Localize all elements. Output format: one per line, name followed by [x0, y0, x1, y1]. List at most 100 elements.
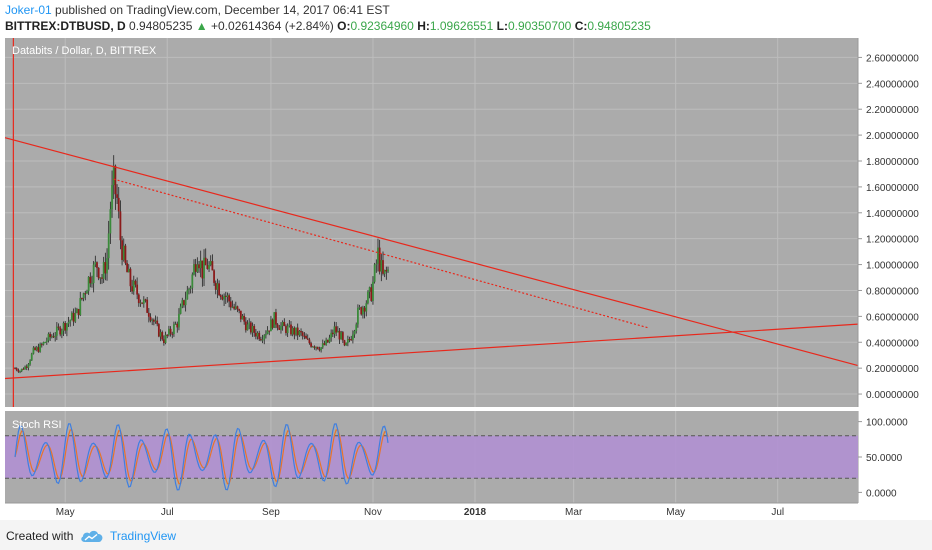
candle-body — [249, 322, 252, 333]
price-change: +0.02614364 (+2.84%) — [211, 19, 334, 33]
candle-body — [229, 301, 232, 308]
price-tick-label: 2.00000000 — [866, 131, 919, 142]
candle-body — [263, 335, 266, 340]
candle-body — [365, 303, 368, 312]
candle-body — [330, 332, 333, 338]
price-tick-label: 0.40000000 — [866, 338, 919, 349]
candle-body — [107, 233, 110, 259]
candle-body — [32, 347, 35, 354]
candle-body — [228, 295, 231, 302]
price-tick-label: 0.80000000 — [866, 286, 919, 297]
candle-body — [370, 287, 373, 301]
candle-body — [55, 326, 58, 336]
candle-body — [25, 366, 28, 368]
candle-body — [193, 264, 195, 275]
candle-body — [139, 302, 142, 304]
candle-body — [362, 307, 364, 315]
candle-body — [335, 326, 338, 333]
candle-body — [214, 282, 217, 290]
candle-body — [166, 334, 169, 336]
candle-body — [325, 339, 328, 345]
candle-body — [117, 197, 120, 212]
candle-body — [310, 343, 312, 347]
stoch-axis-ticks: 0.0000 50.0000 100.0000 — [858, 418, 908, 499]
candle-body — [260, 339, 262, 341]
price-axis[interactable] — [858, 38, 932, 407]
candle-body — [24, 366, 26, 370]
candle-body — [333, 326, 336, 335]
price-tick-label: 2.20000000 — [866, 105, 919, 116]
candle-body — [141, 302, 144, 304]
candle-body — [251, 325, 254, 333]
time-axis[interactable] — [5, 503, 932, 520]
candle-body — [81, 298, 83, 300]
candle-body — [206, 265, 209, 270]
candle-body — [129, 268, 132, 287]
candle-body — [308, 339, 311, 344]
candle-body — [59, 327, 62, 335]
candle-body — [57, 326, 60, 328]
candle-body — [248, 322, 251, 325]
candle-body — [127, 268, 130, 273]
candle-body — [385, 269, 388, 272]
candle-body — [258, 332, 261, 340]
candle-body — [203, 257, 205, 279]
created-with-text: Created with — [6, 529, 74, 543]
candle-body — [116, 194, 118, 198]
candle-body — [19, 371, 21, 373]
publish-line: Joker-01 published on TradingView.com, D… — [5, 3, 390, 17]
candle-body — [275, 312, 277, 325]
candle-body — [278, 327, 281, 330]
candle-body — [91, 283, 93, 285]
candle-body — [216, 283, 219, 290]
candle-body — [47, 333, 50, 341]
candle-body — [243, 315, 246, 322]
author-link[interactable]: Joker-01 — [5, 3, 52, 17]
close-label: C: — [574, 19, 588, 33]
trendlines[interactable] — [4, 38, 859, 407]
candle-body — [82, 293, 85, 299]
candle-body — [372, 281, 374, 301]
open-value: 0.92364960 — [350, 19, 414, 33]
chart-area[interactable]: Databits / Dollar, D, BITTREX 0.00000000… — [0, 36, 932, 520]
candle-body — [326, 339, 329, 343]
candle-body — [380, 260, 383, 272]
candle-body — [45, 340, 48, 343]
candle-body — [171, 333, 174, 335]
price-pane-bg[interactable] — [5, 38, 858, 407]
candle-body — [201, 260, 204, 279]
candle-body — [211, 261, 214, 271]
candle-body — [42, 342, 45, 345]
candle-body — [360, 307, 363, 315]
candle-body — [92, 264, 95, 284]
candle-body — [383, 269, 386, 274]
candle-body — [186, 290, 189, 300]
candle-body — [176, 323, 179, 328]
candle-body — [151, 319, 154, 321]
candle-body — [84, 293, 87, 295]
candle-body — [142, 299, 145, 304]
candle-body — [50, 336, 53, 338]
stoch-tick-label: 50.0000 — [866, 453, 903, 464]
candle-body — [321, 343, 324, 348]
pane-separator[interactable] — [5, 407, 932, 411]
candle-body — [154, 320, 157, 322]
tradingview-link[interactable]: TradingView — [110, 529, 177, 543]
price-tick-label: 0.20000000 — [866, 364, 919, 375]
candle-body — [152, 319, 155, 322]
stoch-legend: Stoch RSI — [12, 419, 62, 431]
candle-body — [74, 313, 77, 322]
candle-body — [77, 309, 80, 316]
candle-body — [156, 320, 159, 325]
candle-body — [268, 330, 271, 332]
candle-body — [256, 332, 259, 337]
candle-body — [265, 333, 267, 336]
candle-body — [194, 264, 197, 272]
candle-body — [124, 245, 127, 264]
candle-body — [226, 295, 229, 298]
price-axis-ticks: 0.00000000 0.20000000 0.40000000 0.60000000… — [858, 53, 919, 401]
stoch-lines — [14, 423, 389, 491]
candle-body — [132, 280, 135, 292]
candle-body — [119, 211, 122, 241]
candle-body — [49, 333, 52, 338]
